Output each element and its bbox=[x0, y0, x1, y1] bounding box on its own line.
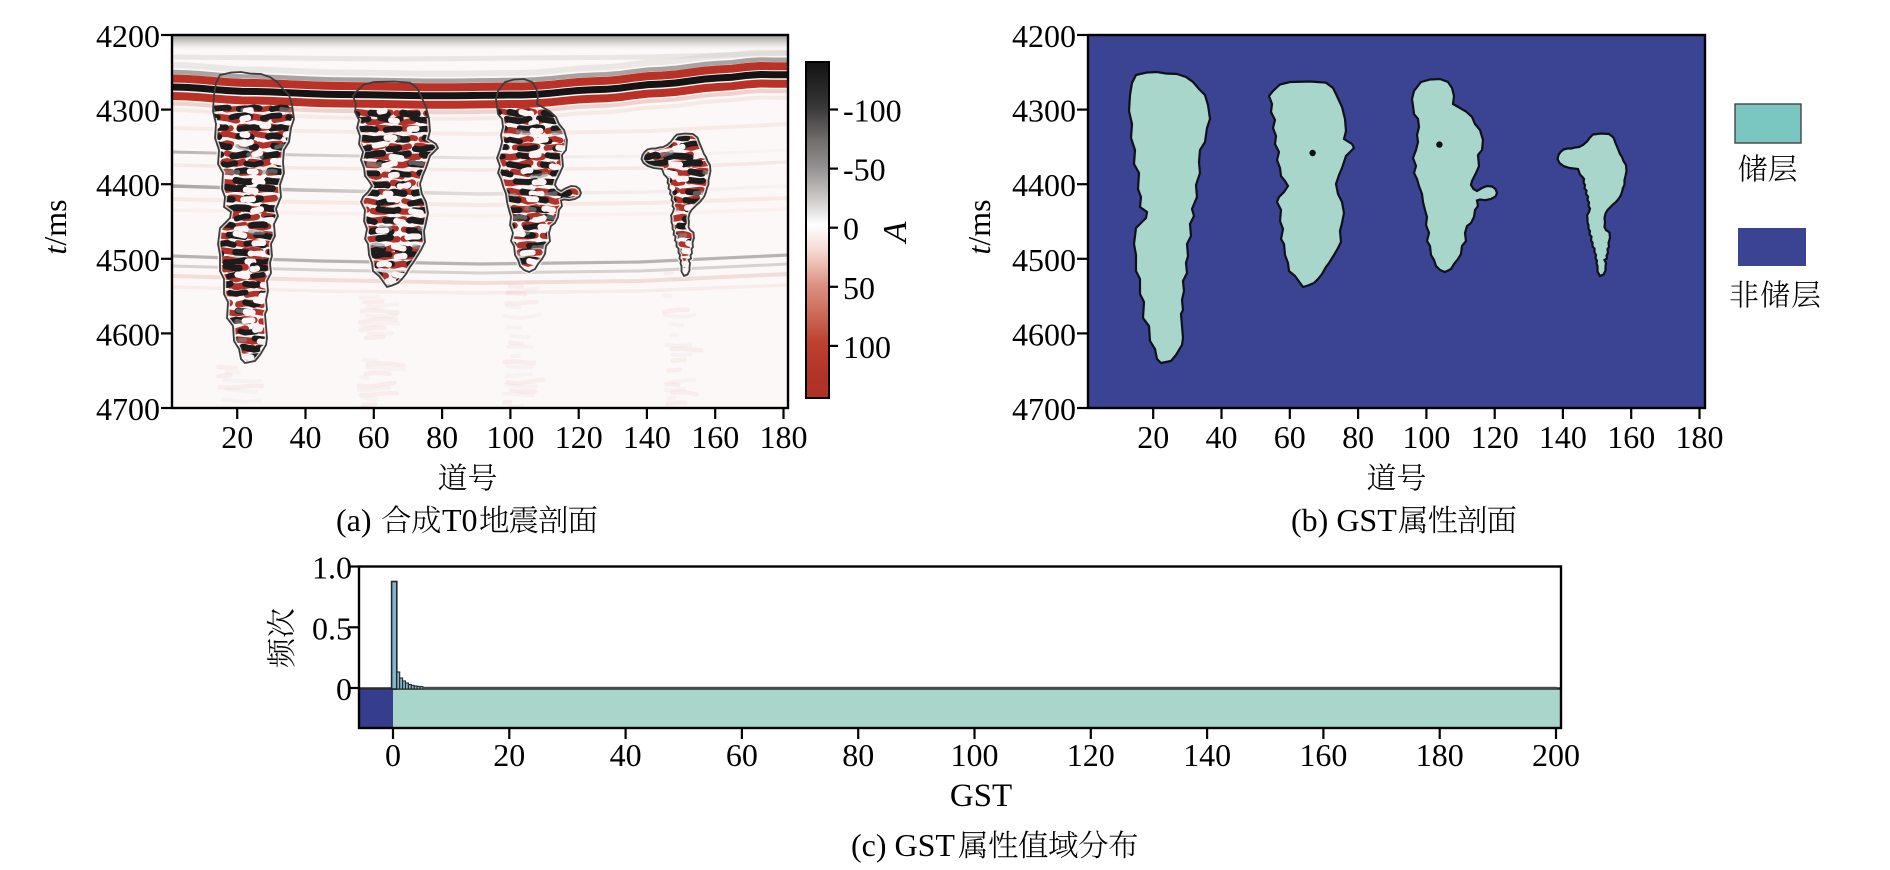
svg-text:80: 80 bbox=[842, 737, 874, 773]
svg-text:4300: 4300 bbox=[96, 93, 160, 129]
svg-text:120: 120 bbox=[1471, 419, 1519, 455]
svg-text:-50: -50 bbox=[843, 152, 886, 188]
svg-text:GST: GST bbox=[950, 778, 1012, 814]
svg-text:100: 100 bbox=[486, 419, 534, 455]
svg-text:4500: 4500 bbox=[1012, 242, 1076, 278]
svg-text:40: 40 bbox=[610, 737, 642, 773]
svg-text:20: 20 bbox=[221, 419, 253, 455]
svg-text:50: 50 bbox=[843, 270, 875, 306]
svg-text:20: 20 bbox=[493, 737, 525, 773]
svg-text:180: 180 bbox=[1416, 737, 1464, 773]
svg-text:4400: 4400 bbox=[1012, 167, 1076, 203]
svg-text:60: 60 bbox=[358, 419, 390, 455]
svg-text:160: 160 bbox=[1299, 737, 1347, 773]
svg-text:0: 0 bbox=[385, 737, 401, 773]
svg-text:100: 100 bbox=[951, 737, 999, 773]
svg-text:(b) GST: (b) GST bbox=[1291, 502, 1397, 538]
svg-text:0: 0 bbox=[336, 671, 352, 707]
svg-text:0: 0 bbox=[843, 211, 859, 247]
svg-text:t/ms: t/ms bbox=[961, 199, 997, 254]
svg-text:4700: 4700 bbox=[96, 391, 160, 427]
svg-text:80: 80 bbox=[1342, 419, 1374, 455]
svg-text:140: 140 bbox=[1183, 737, 1231, 773]
svg-text:0.5: 0.5 bbox=[312, 610, 352, 646]
svg-text:140: 140 bbox=[1539, 419, 1587, 455]
svg-text:40: 40 bbox=[290, 419, 322, 455]
svg-text:4600: 4600 bbox=[96, 316, 160, 352]
svg-text:60: 60 bbox=[1274, 419, 1306, 455]
svg-text:4600: 4600 bbox=[1012, 316, 1076, 352]
svg-text:1.0: 1.0 bbox=[312, 550, 352, 586]
svg-text:4400: 4400 bbox=[96, 167, 160, 203]
svg-text:4200: 4200 bbox=[96, 18, 160, 54]
svg-text:160: 160 bbox=[1607, 419, 1655, 455]
svg-text:A: A bbox=[877, 221, 914, 244]
svg-text:t/ms: t/ms bbox=[37, 199, 73, 254]
svg-text:180: 180 bbox=[1676, 419, 1724, 455]
svg-text:160: 160 bbox=[691, 419, 739, 455]
svg-text:200: 200 bbox=[1532, 737, 1580, 773]
svg-text:100: 100 bbox=[1402, 419, 1450, 455]
svg-text:4700: 4700 bbox=[1012, 391, 1076, 427]
svg-text:180: 180 bbox=[760, 419, 808, 455]
svg-text:40: 40 bbox=[1206, 419, 1238, 455]
svg-text:120: 120 bbox=[555, 419, 603, 455]
svg-text:(a): (a) bbox=[336, 502, 372, 538]
svg-text:4300: 4300 bbox=[1012, 93, 1076, 129]
svg-text:(c) GST: (c) GST bbox=[851, 827, 955, 863]
svg-text:4500: 4500 bbox=[96, 242, 160, 278]
svg-text:20: 20 bbox=[1137, 419, 1169, 455]
svg-text:-100: -100 bbox=[843, 93, 902, 129]
svg-text:60: 60 bbox=[726, 737, 758, 773]
svg-text:100: 100 bbox=[843, 329, 891, 365]
svg-text:T0: T0 bbox=[442, 502, 478, 538]
svg-text:4200: 4200 bbox=[1012, 18, 1076, 54]
svg-text:140: 140 bbox=[623, 419, 671, 455]
svg-text:120: 120 bbox=[1067, 737, 1115, 773]
svg-text:80: 80 bbox=[426, 419, 458, 455]
